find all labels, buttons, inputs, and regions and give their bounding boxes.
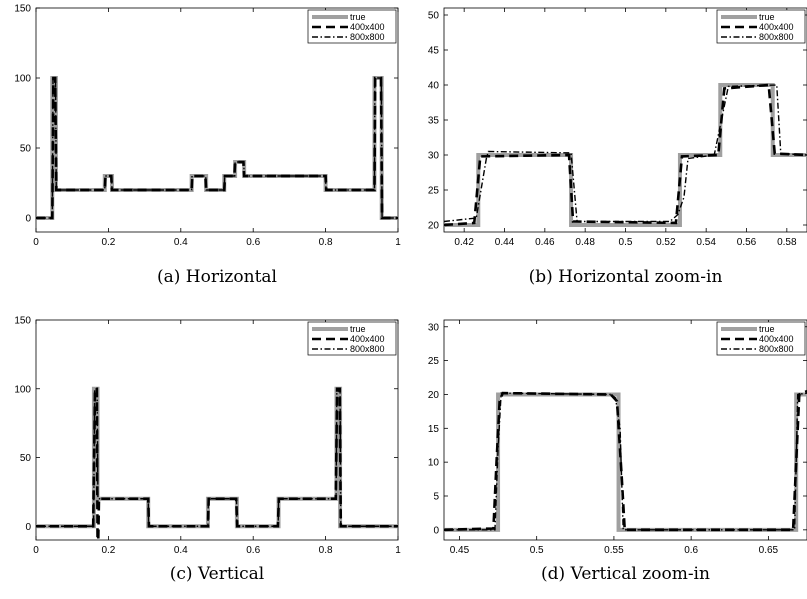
y-tick-label: 50 [20, 144, 32, 155]
legend-label-800x800: 800x800 [759, 344, 794, 354]
y-tick-label: 150 [14, 316, 31, 327]
x-tick-label: 0.8 [319, 545, 333, 556]
chart-a-caption: (a) Horizontal [157, 267, 277, 287]
y-tick-label: 0 [25, 214, 31, 225]
chart-panel-b: 0.42 0.44 0.46 0.48 0.5 0.52 0.54 0.56 0.58 20 25 3… [404, 0, 807, 300]
series-line-400x400 [444, 389, 807, 532]
series-line-400x400 [36, 387, 398, 540]
series-line-800x800 [444, 392, 807, 531]
legend-label-true: true [350, 12, 366, 22]
x-tick-label: 0.2 [101, 545, 115, 556]
series-line-800x800 [36, 388, 398, 527]
x-tick-label: 0.4 [174, 545, 188, 556]
y-tick-label: 15 [428, 424, 440, 435]
x-tick-label: 0.5 [530, 545, 544, 556]
chart-c-caption: (c) Vertical [169, 564, 265, 584]
chart-a-svg: 0 0.2 0.4 0.6 0.8 1 0 50 100 150 true400x400800x80… [14, 4, 401, 249]
y-tick-label: 25 [428, 356, 440, 367]
chart-panel-c: 0 0.2 0.4 0.6 0.8 1 0 50 100 150 true 400x400 800x80… [0, 308, 404, 599]
plot-frame [443, 319, 807, 541]
x-tick-label: 0.6 [246, 237, 260, 248]
series-line-true [36, 386, 398, 529]
x-tick-label: 0.52 [656, 237, 676, 248]
legend-label-true: true [759, 324, 775, 334]
legend-label-800x800: 800x800 [350, 344, 385, 354]
chart-c-svg: 0 0.2 0.4 0.6 0.8 1 0 50 100 150 true400x400800x80… [14, 316, 401, 557]
y-tick-label: 5 [433, 492, 439, 503]
x-tick-label: 0.48 [575, 237, 595, 248]
x-tick-label: 0.6 [684, 545, 698, 556]
chart-b-caption: (b) Horizontal zoom-in [528, 267, 723, 287]
y-tick-label: 30 [428, 151, 440, 162]
y-tick-label: 20 [428, 390, 440, 401]
x-tick-label: 1 [395, 237, 401, 248]
x-tick-label: 0.5 [619, 237, 633, 248]
chart-d-caption: (d) Vertical zoom-in [541, 564, 710, 584]
x-tick-label: 0.6 [246, 545, 260, 556]
legend-box [716, 321, 806, 356]
x-tick-label: 0.44 [495, 237, 515, 248]
y-tick-label: 100 [14, 384, 31, 395]
series-line-true [36, 76, 398, 220]
x-tick-label: 0 [33, 545, 39, 556]
chart-b-svg: 0.42 0.44 0.46 0.48 0.5 0.52 0.54 0.56 0.58 20 25 3… [428, 7, 807, 248]
legend-label-true: true [759, 12, 775, 22]
y-tick-label: 20 [428, 221, 440, 232]
x-tick-label: 0.55 [604, 545, 624, 556]
x-tick-label: 0.58 [777, 237, 797, 248]
x-tick-label: 0.45 [450, 545, 470, 556]
x-tick-label: 0.54 [696, 237, 716, 248]
legend-label-400x400: 400x400 [759, 22, 794, 32]
y-tick-label: 10 [428, 458, 440, 469]
y-tick-label: 0 [25, 522, 31, 533]
y-tick-label: 50 [20, 453, 32, 464]
y-tick-label: 25 [428, 186, 440, 197]
x-tick-label: 0 [33, 237, 39, 248]
x-tick-label: 0.46 [535, 237, 555, 248]
legend-label-true: true [350, 324, 366, 334]
plot-frame [35, 319, 399, 541]
chart-panel-d: 0.45 0.5 0.55 0.6 0.65 0 5 10 15 20 25 30 true 400x40… [404, 308, 807, 599]
series-line-true [444, 392, 807, 532]
y-tick-label: 30 [428, 322, 440, 333]
chart-d-svg: 0.45 0.5 0.55 0.6 0.65 0 5 10 15 20 25 30 true400x40… [428, 319, 807, 556]
y-tick-label: 50 [428, 11, 440, 22]
chart-panel-a: 0 0.2 0.4 0.6 0.8 1 0 50 100 150 true 400x400 800x80… [0, 0, 404, 300]
plot-frame [35, 7, 399, 233]
legend-label-400x400: 400x400 [350, 22, 385, 32]
x-tick-label: 0.42 [454, 237, 474, 248]
series-line-800x800 [444, 84, 807, 223]
y-tick-label: 100 [14, 74, 31, 85]
y-tick-label: 40 [428, 81, 440, 92]
legend-label-800x800: 800x800 [350, 32, 385, 42]
x-tick-label: 0.2 [101, 237, 115, 248]
series-line-800x800 [36, 77, 398, 219]
y-tick-label: 45 [428, 46, 440, 57]
series-line-400x400 [444, 83, 807, 227]
x-tick-label: 1 [395, 545, 401, 556]
y-tick-label: 35 [428, 116, 440, 127]
x-tick-label: 0.8 [319, 237, 333, 248]
y-tick-label: 150 [14, 4, 31, 15]
y-tick-label: 0 [433, 525, 439, 536]
legend-label-400x400: 400x400 [759, 334, 794, 344]
x-tick-label: 0.65 [759, 545, 779, 556]
series-line-400x400 [36, 76, 398, 220]
x-tick-label: 0.4 [174, 237, 188, 248]
legend-label-400x400: 400x400 [350, 334, 385, 344]
legend-label-800x800: 800x800 [759, 32, 794, 42]
x-tick-label: 0.56 [737, 237, 757, 248]
